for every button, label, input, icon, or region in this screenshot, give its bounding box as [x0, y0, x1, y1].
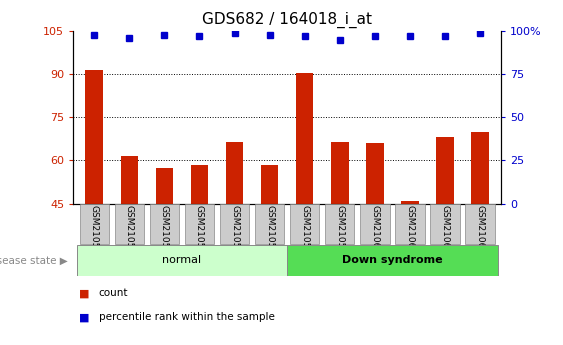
Text: GSM21055: GSM21055 — [195, 205, 204, 254]
FancyBboxPatch shape — [79, 204, 109, 244]
FancyBboxPatch shape — [77, 245, 287, 276]
FancyBboxPatch shape — [150, 204, 179, 244]
FancyBboxPatch shape — [465, 204, 495, 244]
FancyBboxPatch shape — [325, 204, 355, 244]
FancyBboxPatch shape — [255, 204, 284, 244]
Text: GSM21058: GSM21058 — [300, 205, 309, 254]
FancyBboxPatch shape — [360, 204, 390, 244]
FancyBboxPatch shape — [185, 204, 214, 244]
Bar — [120, 156, 138, 204]
Text: GSM21052: GSM21052 — [90, 205, 99, 254]
Text: ■: ■ — [79, 313, 90, 322]
Bar — [155, 168, 173, 204]
Bar — [191, 165, 208, 204]
Text: GSM21057: GSM21057 — [265, 205, 274, 254]
Text: normal: normal — [162, 256, 202, 265]
Text: percentile rank within the sample: percentile rank within the sample — [99, 313, 274, 322]
Text: GSM21059: GSM21059 — [335, 205, 344, 254]
FancyBboxPatch shape — [290, 204, 319, 244]
Bar — [331, 142, 348, 204]
Text: disease state ▶: disease state ▶ — [0, 256, 68, 265]
Text: GSM21062: GSM21062 — [440, 205, 449, 254]
Bar — [261, 165, 278, 204]
Bar — [86, 70, 103, 204]
Bar — [366, 143, 383, 204]
Text: GSM21061: GSM21061 — [405, 205, 414, 254]
Bar — [226, 142, 243, 204]
Text: GSM21053: GSM21053 — [125, 205, 134, 254]
FancyBboxPatch shape — [220, 204, 249, 244]
Bar — [296, 73, 314, 204]
Text: GSM21060: GSM21060 — [370, 205, 379, 254]
FancyBboxPatch shape — [430, 204, 459, 244]
Text: ■: ■ — [79, 288, 90, 298]
FancyBboxPatch shape — [115, 204, 144, 244]
Text: GSM21054: GSM21054 — [160, 205, 169, 254]
Bar — [401, 201, 419, 204]
Text: count: count — [99, 288, 128, 298]
FancyBboxPatch shape — [287, 245, 498, 276]
Text: Down syndrome: Down syndrome — [342, 256, 443, 265]
Bar — [436, 137, 454, 204]
Title: GDS682 / 164018_i_at: GDS682 / 164018_i_at — [202, 12, 372, 28]
Text: GSM21063: GSM21063 — [476, 205, 485, 254]
Text: GSM21056: GSM21056 — [230, 205, 239, 254]
FancyBboxPatch shape — [395, 204, 425, 244]
Bar — [471, 132, 489, 204]
